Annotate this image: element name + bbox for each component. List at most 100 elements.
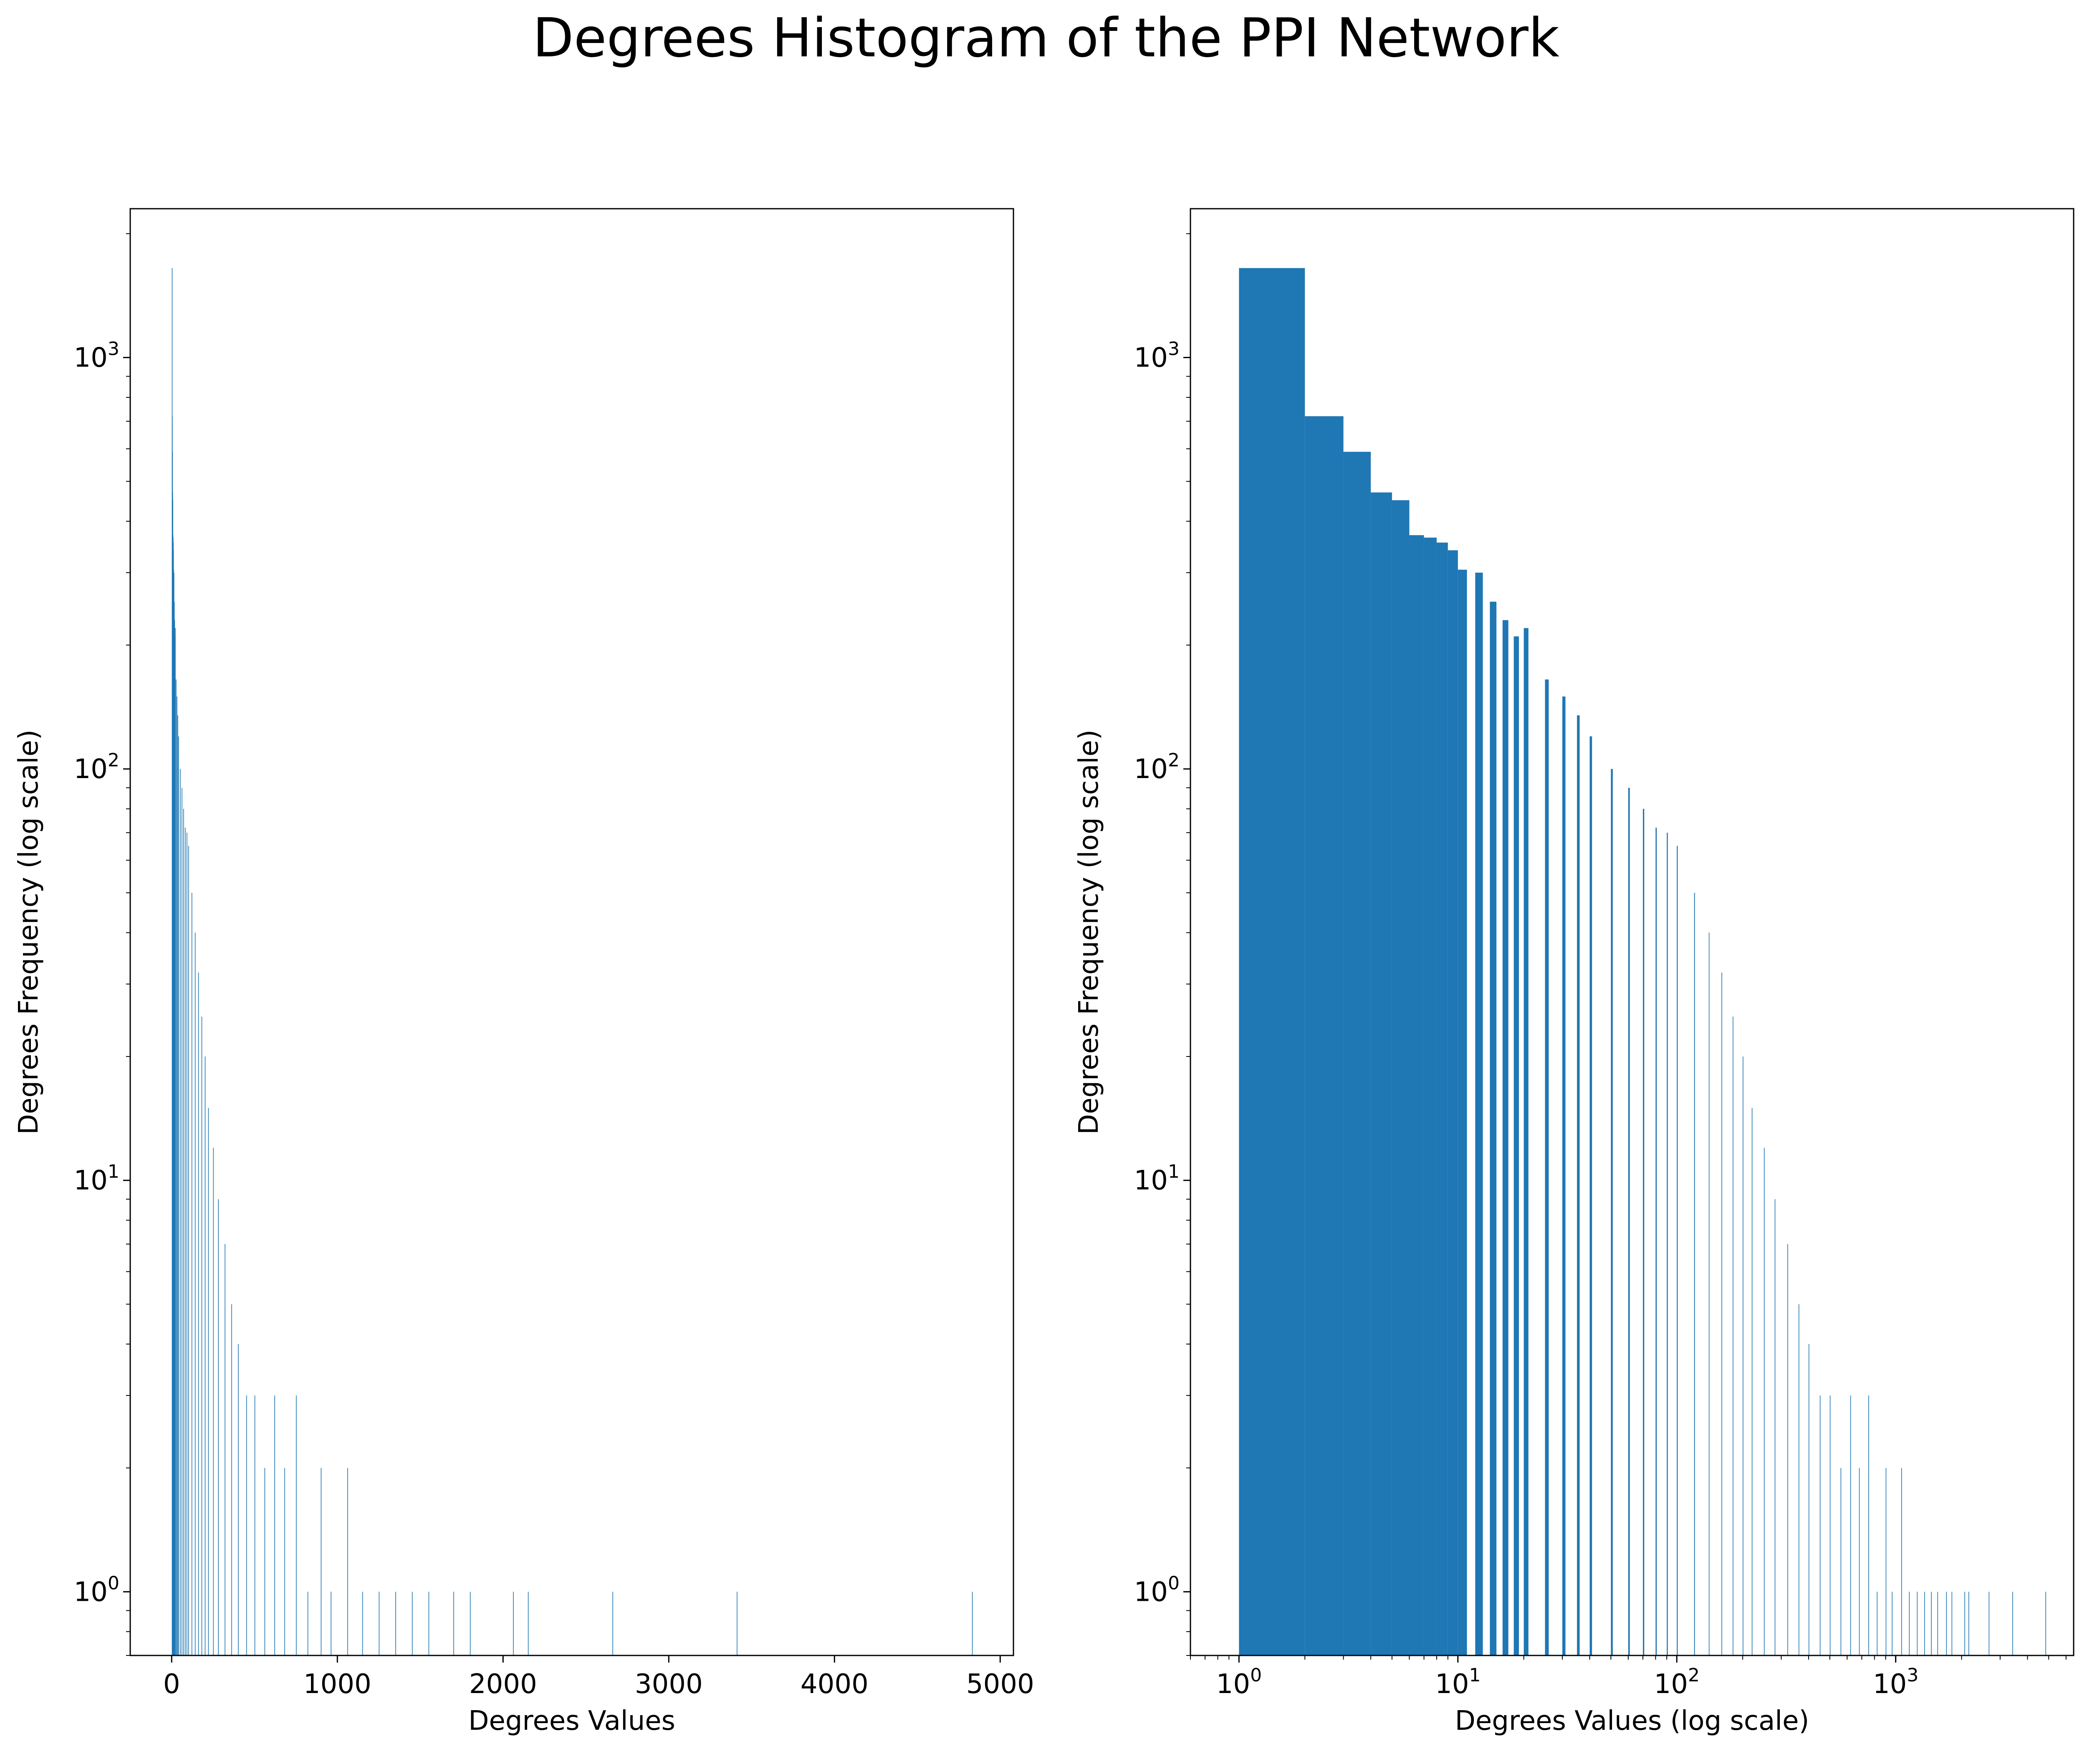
histogram-bar <box>1840 1468 1842 1655</box>
histogram-bar <box>1628 788 1630 1655</box>
x-tick-label: 102 <box>1654 1665 1700 1700</box>
x-tick-label: 1000 <box>303 1669 371 1700</box>
histogram-bar <box>1448 550 1458 1655</box>
histogram-bar <box>1545 679 1549 1655</box>
histogram-bar <box>1502 620 1508 1655</box>
x-tick-label: 103 <box>1873 1665 1918 1700</box>
histogram-bar <box>1424 537 1437 1655</box>
y-tick-label: 101 <box>1134 1161 1180 1196</box>
histogram-bar <box>1946 1592 1947 1655</box>
y-axis-label: Degrees Frequency (log scale) <box>1074 730 1104 1135</box>
x-tick-label: 3000 <box>635 1669 703 1700</box>
histogram-bar <box>1721 972 1722 1655</box>
y-tick-label: 102 <box>1134 750 1180 785</box>
histogram-bar <box>1611 769 1613 1655</box>
histogram-bar <box>195 933 196 1655</box>
histogram-bar <box>972 1592 973 1655</box>
right-histogram-panel: 100 101 102 103 100 101 102 103 Degrees Values (… <box>1074 208 2074 1736</box>
histogram-bar <box>1909 1592 1910 1655</box>
x-tick-label: 101 <box>1435 1665 1481 1700</box>
histogram-bar <box>178 736 179 1655</box>
x-tick-label: 5000 <box>966 1669 1034 1700</box>
histogram-bar <box>1901 1468 1902 1655</box>
histogram-bar <box>1917 1592 1918 1655</box>
histogram-bar <box>1787 1244 1788 1655</box>
histogram-bar <box>1642 809 1645 1655</box>
histogram-bar <box>175 628 176 1656</box>
y-tick-label: 100 <box>1134 1572 1180 1607</box>
histogram-bar <box>1885 1468 1887 1655</box>
histogram-bar <box>218 1199 219 1655</box>
x-axis-label: Degrees Values (log scale) <box>1455 1706 1809 1736</box>
histogram-bar <box>1409 535 1424 1655</box>
histogram-bar <box>1343 452 1371 1655</box>
histogram-bar <box>612 1592 613 1655</box>
x-tick-label: 0 <box>163 1669 180 1700</box>
y-tick-label: 103 <box>1134 339 1180 374</box>
histogram-bar <box>1951 1592 1953 1655</box>
histogram-bar <box>1392 500 1410 1655</box>
histogram-bar <box>1931 1592 1932 1655</box>
histogram-bars <box>172 268 973 1656</box>
histogram-bar <box>321 1468 322 1655</box>
histogram-bar <box>274 1395 275 1655</box>
histogram-bar <box>1764 1147 1765 1655</box>
histogram-bar <box>1589 736 1592 1655</box>
histogram-bar <box>347 1468 348 1655</box>
histogram-bar <box>412 1592 413 1655</box>
histogram-bar <box>231 1304 232 1655</box>
histogram-bar <box>1937 1592 1938 1655</box>
histogram-bar <box>188 846 189 1655</box>
y-tick-label: 100 <box>74 1572 119 1607</box>
histogram-bar <box>1436 542 1448 1656</box>
histogram-bar <box>395 1592 396 1655</box>
histogram-bar <box>1924 1592 1925 1655</box>
histogram-bar <box>1655 827 1657 1655</box>
histogram-bar <box>180 769 181 1655</box>
figure-title: Degrees Histogram of the PPI Network <box>533 7 1559 69</box>
histogram-bar <box>1988 1592 1990 1655</box>
histogram-bars <box>1239 268 2046 1656</box>
histogram-bar <box>198 972 199 1655</box>
histogram-bar <box>246 1395 247 1655</box>
histogram-bar <box>1694 892 1695 1655</box>
histogram-bar <box>1371 492 1392 1655</box>
histogram-bar <box>362 1592 363 1655</box>
histogram-bar <box>1829 1395 1831 1655</box>
x-tick-label: 4000 <box>801 1669 869 1700</box>
histogram-bar <box>470 1592 471 1655</box>
x-tick-label: 100 <box>1216 1665 1262 1700</box>
histogram-bar <box>176 679 177 1655</box>
histogram-bar <box>1239 268 1305 1656</box>
histogram-bar <box>528 1592 529 1655</box>
histogram-bar <box>1490 601 1497 1655</box>
histogram-bar <box>1964 1592 1965 1655</box>
y-tick-label: 103 <box>74 339 119 374</box>
y-tick-label: 102 <box>74 750 119 785</box>
histogram-bar <box>177 715 178 1656</box>
y-tick-label: 101 <box>74 1161 119 1196</box>
histogram-bar <box>1968 1592 1969 1655</box>
histogram-bar <box>1513 636 1519 1655</box>
histogram-bar <box>1774 1199 1776 1655</box>
axes-frame <box>1190 208 2074 1656</box>
histogram-bar <box>1677 846 1678 1655</box>
histogram-bar <box>1305 416 1344 1656</box>
histogram-bar <box>1868 1395 1869 1655</box>
histogram-bar <box>1708 933 1710 1655</box>
histogram-bar <box>2012 1592 2013 1655</box>
histogram-bar <box>1475 572 1483 1655</box>
histogram-bar <box>208 1108 209 1655</box>
histogram-bar <box>185 827 186 1655</box>
histogram-bar <box>453 1592 454 1655</box>
histogram-bar <box>737 1592 738 1655</box>
histogram-bar <box>1577 715 1580 1656</box>
histogram-bar <box>1819 1395 1821 1655</box>
histogram-bar <box>213 1147 214 1655</box>
y-axis-label: Degrees Frequency (log scale) <box>13 730 44 1135</box>
x-tick-label: 2000 <box>469 1669 537 1700</box>
histogram-bar <box>205 1056 206 1655</box>
histogram-bar <box>183 809 184 1655</box>
